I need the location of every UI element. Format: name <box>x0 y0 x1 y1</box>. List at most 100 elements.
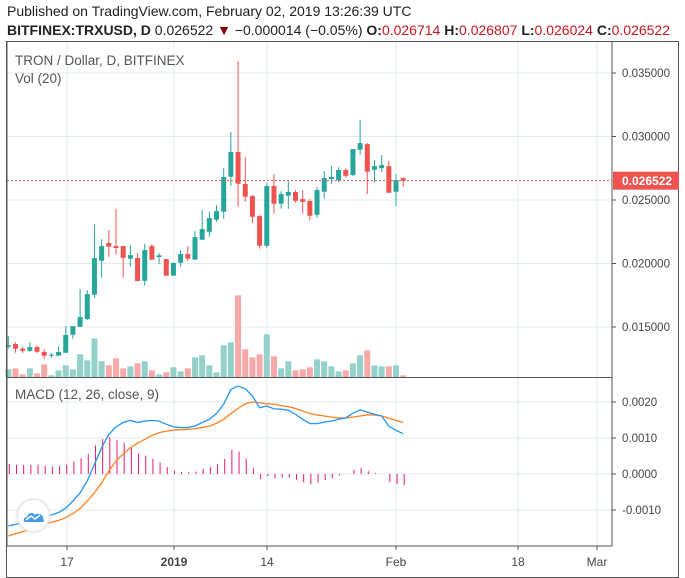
low-value: 0.026024 <box>534 22 593 38</box>
candle-body <box>120 246 126 258</box>
price-tick-label: 0.025000 <box>622 195 670 207</box>
open-label: O: <box>366 22 382 38</box>
volume-bar <box>199 355 206 377</box>
published-line: Published on TradingView.com, February 0… <box>7 3 412 19</box>
volume-bar <box>364 350 371 377</box>
volume-bar <box>378 366 385 377</box>
down-triangle-icon: ▼ <box>217 22 231 38</box>
volume-bar <box>263 334 270 377</box>
tradingview-logo[interactable] <box>17 499 50 532</box>
candle-body <box>214 211 220 220</box>
time-tick-label: 2019 <box>161 555 188 569</box>
candle-body <box>199 229 205 240</box>
candle-body <box>293 191 298 201</box>
last-price: 0.026522 <box>154 22 214 38</box>
candle-body <box>350 149 356 176</box>
macd-tick-label: 0.0020 <box>622 397 657 409</box>
volume-bar <box>285 361 292 377</box>
volume-bar <box>98 361 105 377</box>
candle-body <box>400 178 406 181</box>
volume-bar <box>349 363 356 377</box>
candle-body <box>185 254 191 259</box>
volume-bar <box>48 375 55 377</box>
candle-body <box>300 199 306 202</box>
candle-body <box>192 237 198 260</box>
volume-bar <box>163 372 170 377</box>
volume-bar <box>357 355 364 377</box>
volume-bar <box>141 361 148 377</box>
candle-body <box>41 352 47 356</box>
candle-body <box>127 255 133 259</box>
volume-bar <box>12 368 19 377</box>
price-tick-label: 0.030000 <box>622 132 670 144</box>
price-tick-label: 0.035000 <box>622 68 670 80</box>
last-price-badge <box>613 171 679 190</box>
candle-body <box>278 194 284 204</box>
candle-body <box>357 143 363 150</box>
volume-bar <box>113 358 119 377</box>
macd-tick-label: 0.0000 <box>622 469 657 481</box>
candle-body <box>135 258 141 282</box>
pane-title: TRON / Dollar, D, BITFINEX <box>15 53 185 68</box>
candle-body <box>371 166 377 170</box>
volume-bar <box>156 374 163 377</box>
volume-bar <box>292 370 299 377</box>
candle-body <box>56 352 62 356</box>
close-label: C: <box>596 22 612 38</box>
volume-bar <box>34 373 41 377</box>
volume-bar <box>77 354 84 377</box>
volume-bar <box>5 369 12 377</box>
volume-bar <box>134 363 141 377</box>
candle-body <box>257 216 263 246</box>
candle-body <box>5 345 11 347</box>
cloud-icon <box>23 512 44 522</box>
volume-bar <box>177 371 184 377</box>
volume-bar <box>220 345 227 377</box>
candle-body <box>249 196 255 217</box>
candle-body <box>321 178 327 192</box>
volume-bar <box>328 366 335 377</box>
volume-bar <box>105 365 112 377</box>
time-tick-label: 14 <box>260 555 274 569</box>
high-label: H: <box>444 22 460 38</box>
candle-body <box>386 166 392 193</box>
volume-bar <box>84 360 91 377</box>
time-tick-label: 17 <box>60 555 74 569</box>
candle-body <box>12 344 18 349</box>
symbol-line: BITFINEX:TRXUSD, D 0.026522 ▼ −0.000014 … <box>7 22 670 38</box>
symbol: BITFINEX:TRXUSD, D <box>7 22 151 38</box>
candle-body <box>170 262 176 276</box>
volume-bar <box>91 338 98 377</box>
candle-body <box>271 186 277 204</box>
volume-bar <box>371 365 378 377</box>
candle-body <box>285 191 291 196</box>
candle-body <box>379 165 385 169</box>
volume-bar <box>148 370 155 377</box>
time-tick-label: 18 <box>511 555 525 569</box>
chart-border <box>6 41 679 578</box>
price-tick-label: 0.020000 <box>622 259 670 271</box>
low-label: L: <box>521 22 535 38</box>
last-price-badge-label: 0.026522 <box>622 174 672 188</box>
candle-body <box>242 183 248 197</box>
volume-bar <box>184 368 191 377</box>
volume-bar <box>206 365 213 377</box>
volume-bar <box>393 365 400 377</box>
volume-bar <box>55 370 62 377</box>
candle-body <box>163 259 169 276</box>
macd-line <box>8 385 404 527</box>
candle-body <box>264 186 270 246</box>
volume-bar <box>41 364 48 377</box>
candle-body <box>307 201 313 216</box>
candle-body <box>364 144 370 172</box>
candle-body <box>84 294 90 320</box>
volume-bar <box>400 375 407 377</box>
volume-bar <box>256 354 263 377</box>
volume-bar <box>235 295 242 377</box>
volume-bar <box>62 365 69 377</box>
volume-title: Vol (20) <box>15 71 62 86</box>
candle-body <box>27 347 33 351</box>
candle-body <box>34 347 40 352</box>
